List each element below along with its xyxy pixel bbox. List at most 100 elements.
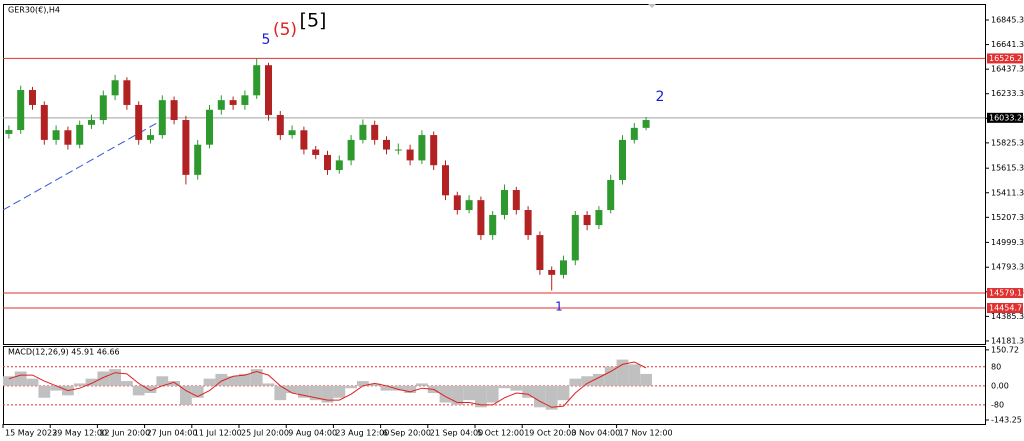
candle-body (312, 149, 320, 155)
candle-body (206, 109, 213, 145)
x-tick-label: 19 Oct 20:00 (524, 429, 576, 438)
macd-bar (392, 385, 405, 391)
candle-body (76, 124, 84, 145)
macd-bar (581, 376, 593, 386)
candle-body (40, 104, 48, 140)
y-tick-label: 16845.3 (991, 15, 1024, 24)
candle-body (111, 80, 119, 96)
x-tick-label: 12 Jun 20:00 (99, 429, 150, 438)
candle-body (642, 120, 650, 128)
level-label: 16526.2 (989, 54, 1022, 63)
candle-body (300, 130, 308, 150)
candle-body (536, 235, 544, 271)
y-tick-label: 14181.3 (991, 336, 1024, 345)
y-tick-label: 15411.3 (991, 188, 1024, 197)
macd-bar (239, 373, 251, 386)
level-label-box (987, 288, 1023, 299)
y-tick-label: 16437.3 (991, 65, 1024, 74)
candle-body (123, 80, 131, 105)
y-tick-label: 80 (991, 362, 1001, 371)
macd-bar (593, 373, 605, 386)
macd-bar (463, 385, 475, 401)
candle-body (229, 100, 237, 105)
candle-body (170, 100, 178, 121)
candle-body (52, 130, 60, 140)
y-tick-label: 0.00 (991, 381, 1009, 390)
candle-body (182, 120, 190, 175)
candle-body (548, 270, 556, 275)
candle-body (453, 195, 461, 211)
macd-bar (309, 385, 322, 401)
x-tick-label: 27 Jun 04:00 (147, 429, 198, 438)
candle-body (88, 120, 95, 125)
candle-body (194, 144, 202, 175)
candle-body (524, 210, 532, 236)
macd-bar (274, 385, 287, 401)
candle-body (17, 90, 25, 131)
candle-body (217, 100, 225, 110)
macd-bar (498, 385, 511, 389)
price-frame (3, 4, 986, 345)
candle-body (477, 200, 485, 236)
candle-body (324, 154, 331, 171)
candle-body (583, 214, 591, 226)
candle-body (418, 135, 426, 161)
macd-bar (286, 385, 298, 393)
macd-bar (357, 381, 369, 386)
candle-body (595, 210, 603, 226)
macd-bar (250, 369, 263, 386)
candle-body (465, 200, 473, 211)
candle-body (442, 165, 449, 196)
level-label-box (987, 303, 1023, 314)
candle-body (489, 214, 497, 236)
macd-bar (522, 385, 534, 398)
candle-body (383, 139, 390, 150)
macd-bar (144, 385, 157, 393)
macd-bar (3, 376, 15, 386)
candle-body (371, 124, 379, 140)
macd-bar (180, 385, 192, 405)
macd-title: MACD(12,26,9) 45.91 46.66 (8, 348, 120, 357)
y-tick-label: 16641.3 (991, 40, 1024, 49)
level-label: 14579.1 (989, 289, 1022, 298)
x-tick-label: 6 Sep 20:00 (383, 429, 431, 438)
macd-bar (109, 369, 121, 386)
macd-bar (486, 385, 499, 403)
wave-label: (5) (273, 20, 297, 40)
candle-body (359, 124, 367, 140)
macd-bar (203, 378, 216, 386)
macd-bar (85, 378, 98, 386)
macd-bar (616, 359, 629, 386)
macd-bar (475, 385, 487, 408)
x-tick-label: 17 Nov 12:00 (619, 429, 673, 438)
macd-bar (333, 385, 346, 398)
candle-body (276, 114, 284, 136)
trend-line (2, 122, 158, 211)
candle-body (265, 65, 272, 115)
candle-body (571, 214, 579, 261)
y-tick-label: 14999.3 (991, 238, 1024, 247)
macd-bar (451, 385, 464, 405)
x-tick-label: 29 May 12:00 (52, 429, 107, 438)
macd-bar (168, 381, 180, 386)
x-tick-label: 11 Jul 12:00 (194, 429, 242, 438)
candle-body (406, 149, 414, 161)
level-label-box (987, 112, 1023, 123)
y-tick-label: 16233.3 (991, 89, 1024, 98)
macd-bar (50, 385, 62, 391)
x-tick-label: 5 Oct 12:00 (477, 429, 524, 438)
candle-body (241, 95, 249, 105)
candle-body (158, 100, 166, 136)
x-tick-label: 23 Aug 12:00 (335, 429, 389, 438)
wave-label: [5] (300, 10, 327, 32)
macd-bar (38, 385, 51, 398)
macd-bar (534, 385, 546, 408)
candle-body (64, 130, 72, 145)
macd-bar (416, 383, 428, 386)
macd-bar (640, 373, 652, 386)
candle-body (29, 90, 36, 105)
y-tick-label: 150.72 (991, 345, 1019, 354)
y-tick-label: -80 (991, 400, 1004, 409)
macd-bar (345, 385, 357, 389)
level-label-box (987, 53, 1023, 64)
